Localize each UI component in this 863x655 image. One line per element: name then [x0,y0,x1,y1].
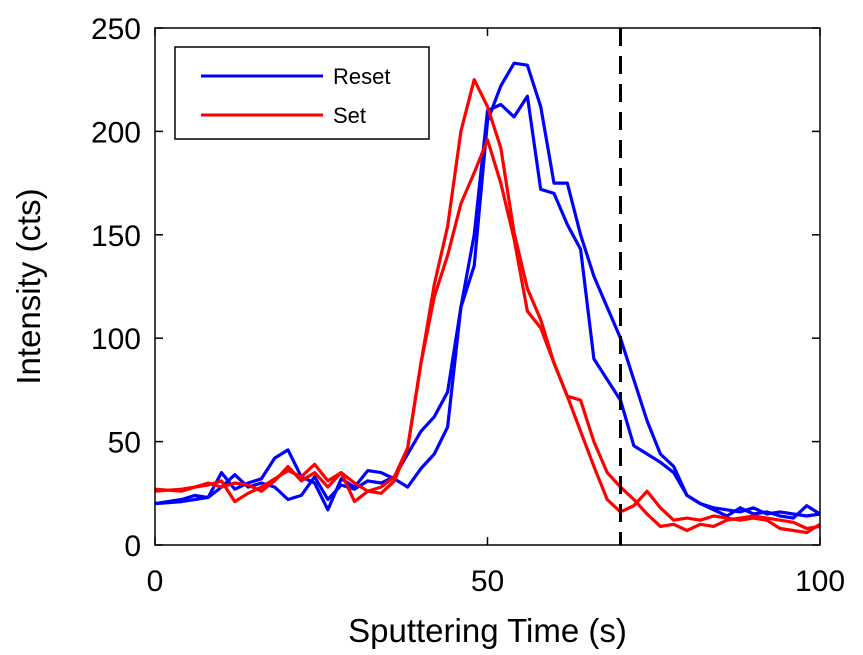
legend-label-set: Set [333,103,366,128]
y-tick-label: 150 [91,220,141,253]
y-tick-label: 250 [91,13,141,46]
x-tick-label: 50 [471,565,504,598]
series-layer [154,61,821,535]
tick-layer: 0 50 100 0 50 100 150 200 250 [91,13,845,598]
x-tick-label: 100 [795,565,845,598]
legend-label-reset: Reset [333,64,390,89]
y-tick-label: 200 [91,116,141,149]
y-tick-label: 0 [124,530,141,563]
y-axis-title: Intensity (cts) [10,188,47,384]
y-tick-label: 50 [108,427,141,460]
x-axis-title: Sputtering Time (s) [348,612,627,649]
series-line-set-3 [154,138,821,535]
legend-box [174,46,430,140]
x-tick-label: 0 [147,565,164,598]
y-tick-label: 100 [91,323,141,356]
series-line-reset-1 [154,94,821,520]
legend: Reset Set [174,46,430,140]
